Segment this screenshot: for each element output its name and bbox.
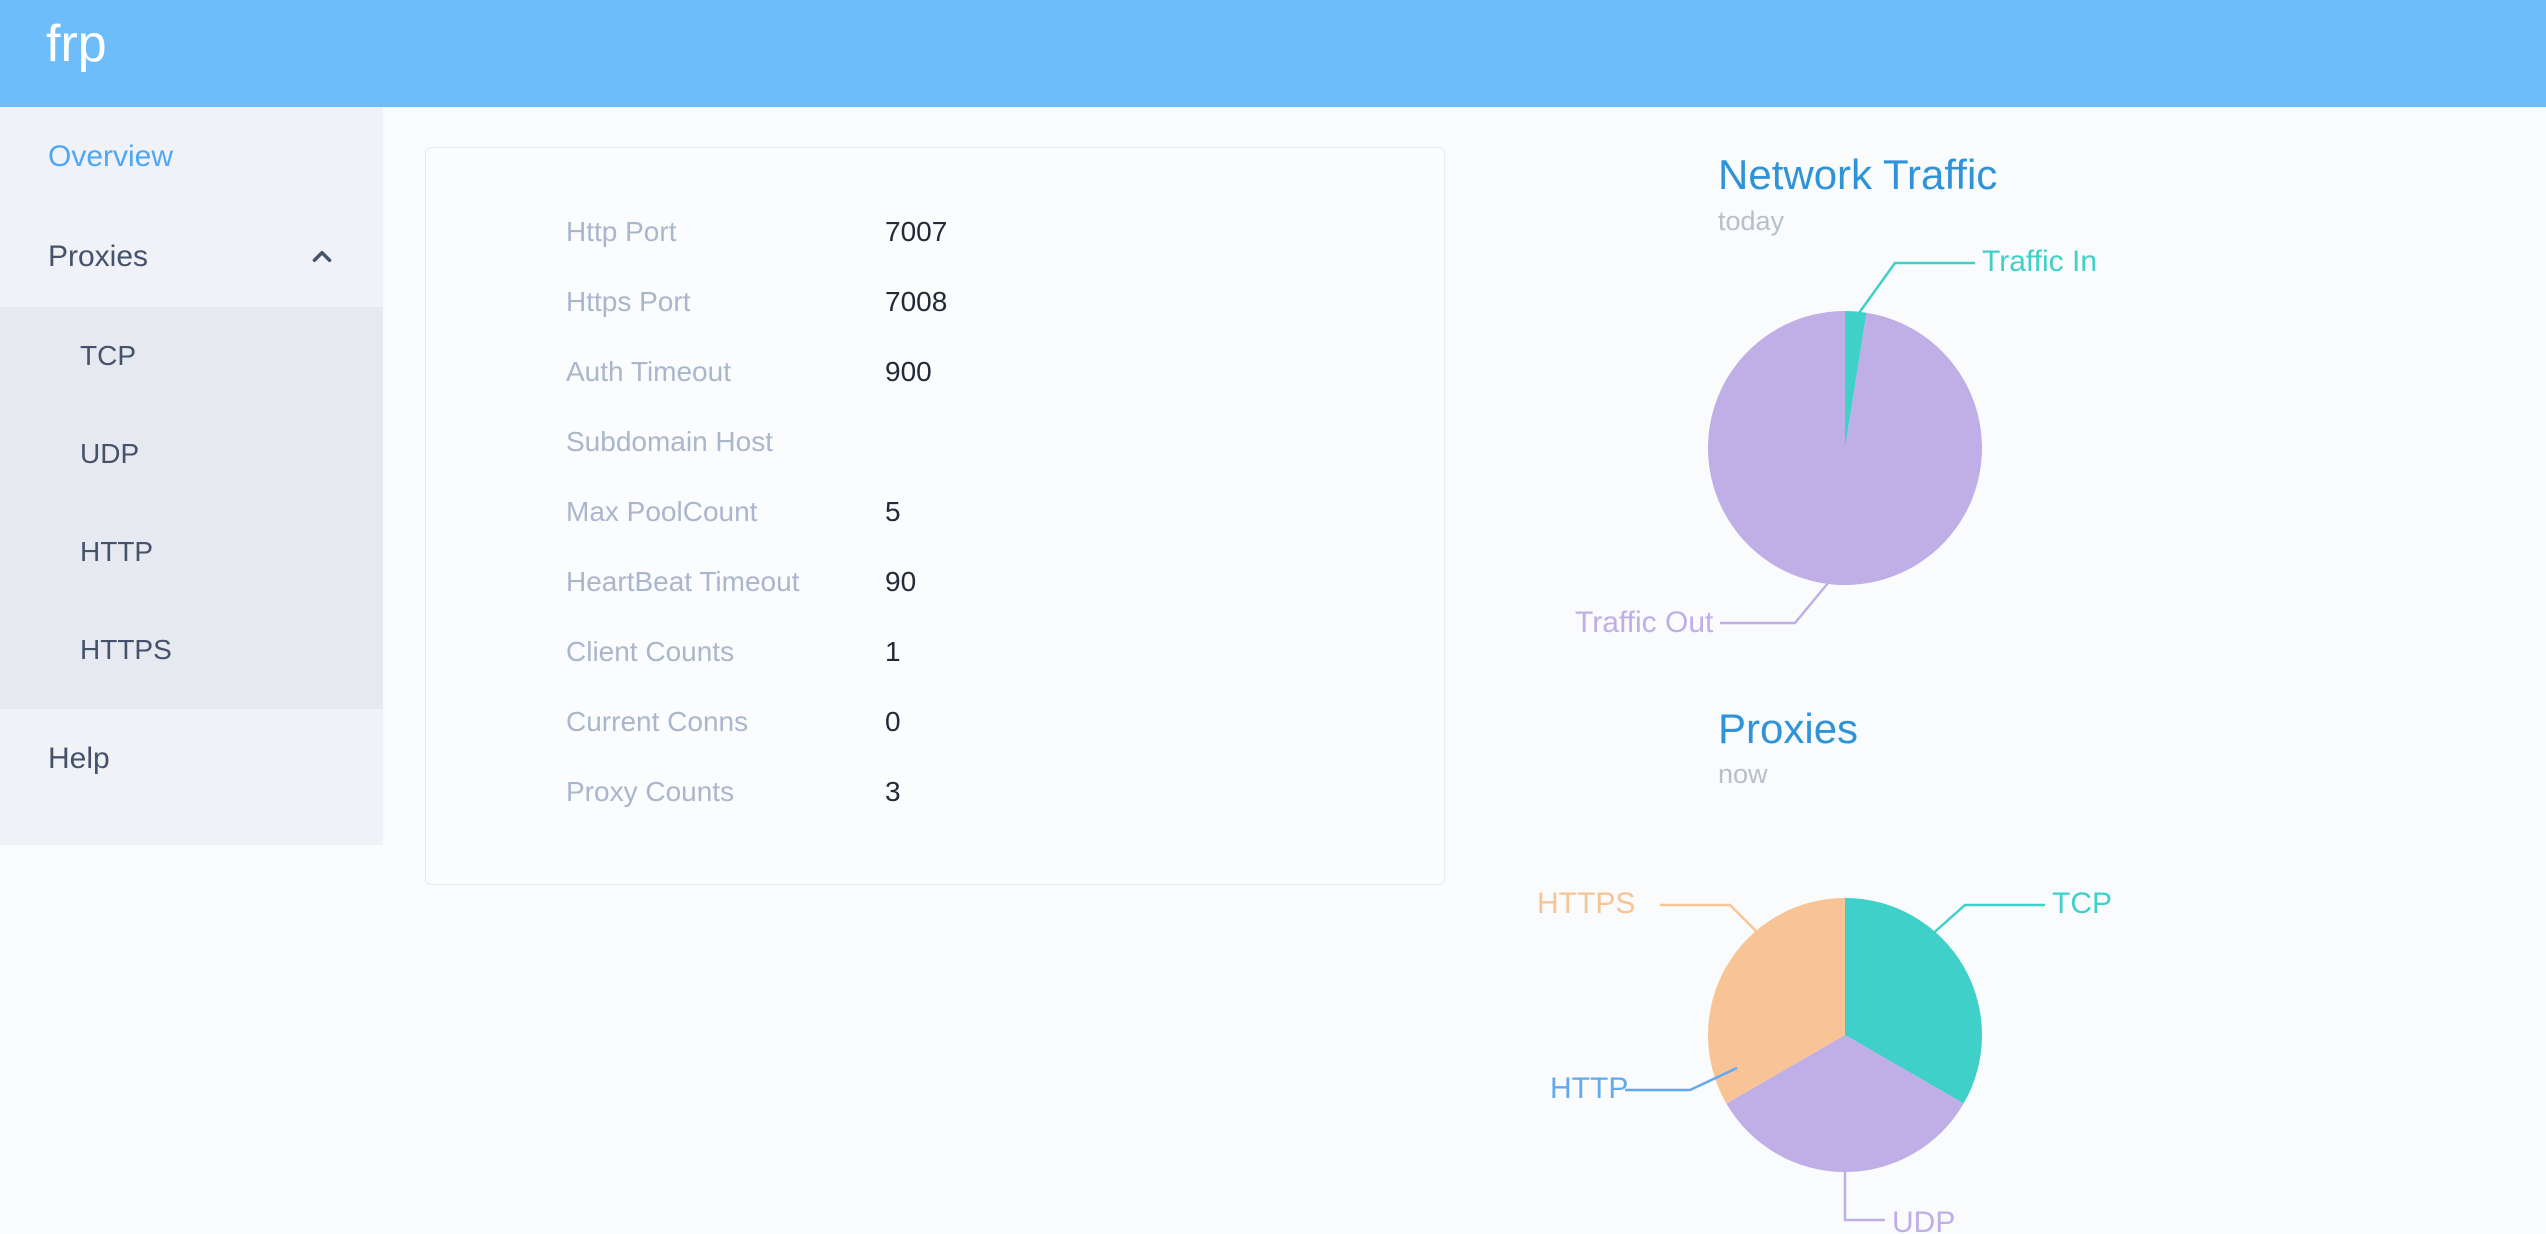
- svg-text:UDP: UDP: [1892, 1206, 1955, 1234]
- svg-text:TCP: TCP: [2052, 887, 2112, 920]
- svg-text:Traffic Out: Traffic Out: [1575, 606, 1714, 639]
- svg-text:HTTP: HTTP: [1550, 1072, 1628, 1105]
- svg-text:HTTPS: HTTPS: [1537, 887, 1635, 920]
- svg-text:Traffic In: Traffic In: [1982, 245, 2097, 278]
